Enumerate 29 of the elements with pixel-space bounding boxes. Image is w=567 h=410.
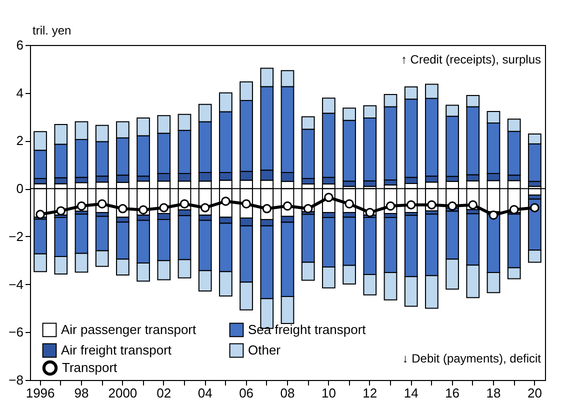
y-tick-label: −4 bbox=[8, 276, 24, 292]
y-tick-label: 2 bbox=[16, 133, 24, 148]
legend-label: Air passenger transport bbox=[61, 322, 197, 337]
x-tick-label: 14 bbox=[404, 386, 418, 400]
x-tick-label: 18 bbox=[486, 386, 501, 400]
legend-label: Sea freight transport bbox=[248, 322, 366, 337]
x-tick-label: 08 bbox=[280, 386, 295, 400]
x-tick-label: 10 bbox=[321, 386, 336, 400]
y-tick-label: −8 bbox=[8, 372, 24, 388]
x-tick-label: 20 bbox=[527, 386, 542, 400]
y-tick-label: 0 bbox=[16, 181, 24, 196]
x-tick-label: 02 bbox=[156, 386, 172, 400]
legend-label: Other bbox=[248, 342, 282, 358]
y-tick-label: −2 bbox=[8, 228, 24, 244]
legend-label: Air freight transport bbox=[61, 342, 172, 358]
x-tick-label: 1996 bbox=[26, 386, 55, 400]
x-tick-label: 06 bbox=[239, 386, 254, 400]
x-tick-label: 04 bbox=[198, 386, 212, 400]
y-tick-label: 4 bbox=[16, 85, 24, 100]
x-tick-label: 16 bbox=[445, 386, 460, 400]
x-tick-label: 2000 bbox=[108, 386, 138, 400]
y-axis-title: tril. yen bbox=[32, 24, 72, 38]
annotation: ↑ Credit (receipts), surplus bbox=[400, 52, 541, 66]
x-tick-label: 12 bbox=[362, 386, 378, 400]
legend-label: Transport bbox=[62, 360, 118, 375]
x-tick-label: 98 bbox=[74, 386, 89, 400]
annotation: ↓ Debit (payments), deficit bbox=[402, 351, 542, 366]
y-tick-label: −6 bbox=[8, 324, 24, 340]
y-tick-label: 6 bbox=[16, 38, 24, 52]
